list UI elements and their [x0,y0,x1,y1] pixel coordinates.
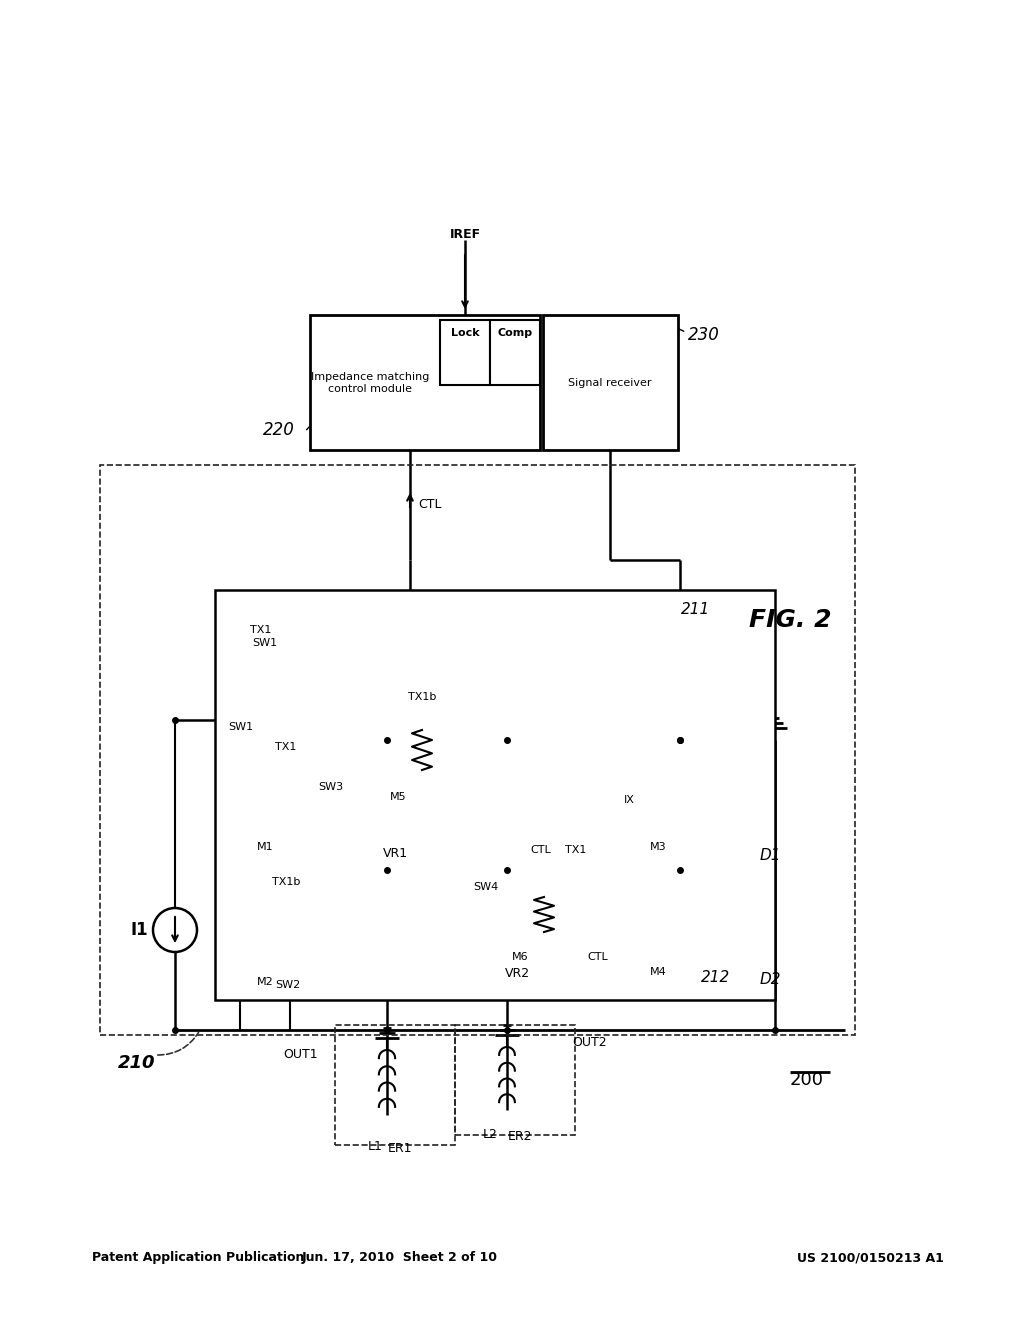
Text: SW3: SW3 [318,781,343,792]
Text: Lock: Lock [451,327,479,338]
Text: M6: M6 [512,952,528,962]
Text: SW4: SW4 [473,882,499,892]
Text: 200: 200 [790,1071,824,1089]
Text: M3: M3 [650,842,667,851]
Text: TX1b: TX1b [408,692,436,702]
Text: ER1: ER1 [388,1142,413,1155]
Bar [455,1026,575,1135]
Text: CTL: CTL [587,952,608,962]
Text: CTL: CTL [418,499,441,511]
Text: M1: M1 [257,842,273,851]
Text: 211: 211 [681,602,710,618]
Text: TX1: TX1 [250,624,271,635]
Bar [100,465,855,1035]
Text: Impedance matching
control module: Impedance matching control module [311,372,429,393]
Text: Patent Application Publication: Patent Application Publication [92,1251,304,1265]
Bar [490,730,760,990]
Bar [335,1026,455,1144]
Text: M5: M5 [390,792,407,803]
Text: SW1: SW1 [228,722,253,733]
Text: SW1: SW1 [253,638,278,648]
Bar [635,685,755,865]
Text: TX1b: TX1b [271,876,300,887]
Text: Signal receiver: Signal receiver [568,378,651,388]
Bar [315,710,383,789]
Bar [490,319,540,385]
Bar [635,810,755,990]
Text: ER2: ER2 [508,1130,532,1143]
Text: Jun. 17, 2010  Sheet 2 of 10: Jun. 17, 2010 Sheet 2 of 10 [302,1251,498,1265]
Bar [252,884,319,985]
Bar [468,820,534,890]
Text: TX1: TX1 [275,742,297,752]
Text: TX1: TX1 [565,845,587,855]
Text: I1: I1 [130,921,148,939]
Text: US 2100/0150213 A1: US 2100/0150213 A1 [797,1251,943,1265]
Text: 210: 210 [118,1053,156,1072]
Bar [385,700,460,800]
Text: FIG. 2: FIG. 2 [749,609,831,632]
Bar [310,315,540,450]
Text: IREF: IREF [450,228,480,242]
Text: SW2: SW2 [275,979,300,990]
Bar [378,690,473,855]
Text: D2: D2 [760,973,781,987]
Text: L1: L1 [368,1140,382,1152]
Text: L2: L2 [482,1129,498,1140]
Text: M4: M4 [650,968,667,977]
Bar [440,319,490,385]
Text: CTL: CTL [530,845,551,855]
Bar [507,870,582,960]
Text: 230: 230 [688,326,720,345]
Text: 220: 220 [263,421,295,440]
Bar [252,750,319,850]
Text: 212: 212 [700,970,730,986]
Text: OUT2: OUT2 [572,1035,606,1048]
Bar [500,810,595,975]
Bar [225,649,305,730]
Text: VR1: VR1 [383,847,409,861]
Text: M2: M2 [257,977,273,987]
Bar [215,590,775,1001]
Bar [543,315,678,450]
Text: VR2: VR2 [505,968,530,979]
Bar [645,750,713,850]
Text: D1: D1 [760,847,781,862]
Text: IX: IX [624,795,635,805]
Bar [645,875,713,975]
Text: OUT1: OUT1 [284,1048,318,1061]
Bar [310,601,740,810]
Text: Comp: Comp [498,327,532,338]
